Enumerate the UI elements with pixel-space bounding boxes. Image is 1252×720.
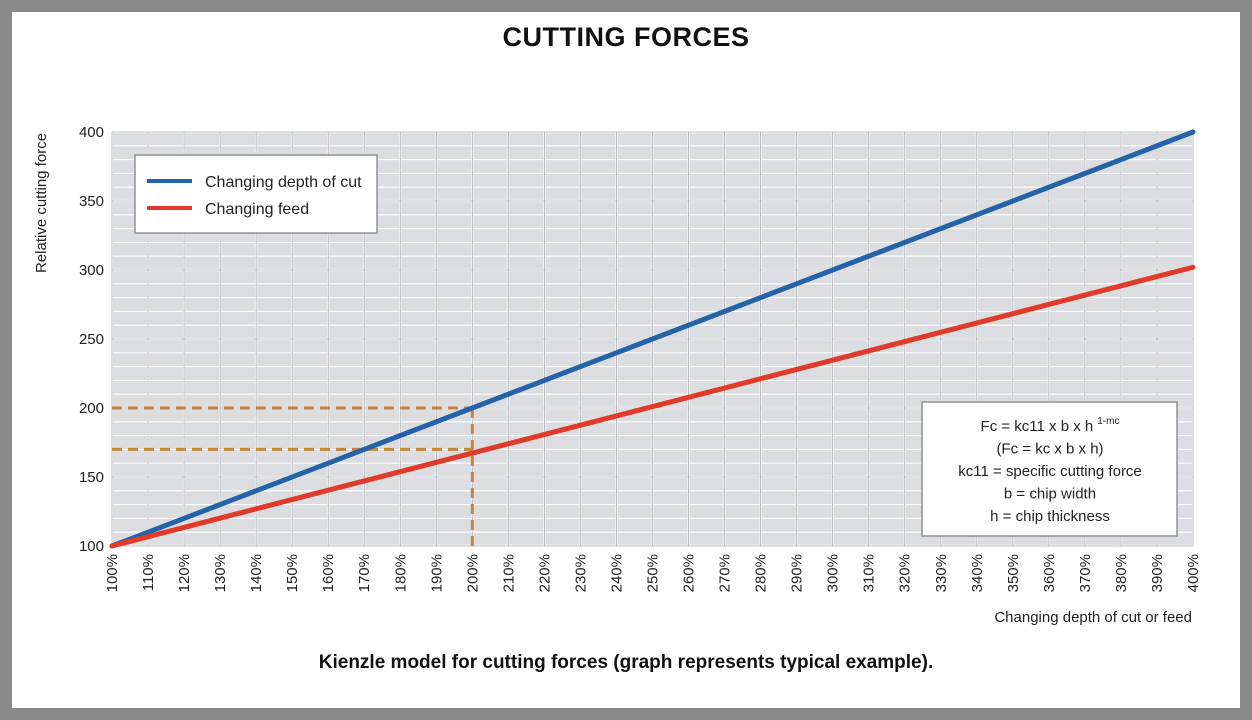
x-tick-label: 210% bbox=[500, 554, 517, 592]
x-tick-label: 400% bbox=[1185, 554, 1202, 592]
x-tick-label: 100% bbox=[104, 554, 121, 592]
x-tick-label: 160% bbox=[320, 554, 337, 592]
x-tick-label: 230% bbox=[572, 554, 589, 592]
y-tick-label: 250 bbox=[79, 331, 104, 348]
x-tick-label: 140% bbox=[248, 554, 265, 592]
y-axis: 100 150 200 250 300 350 400 bbox=[79, 124, 104, 555]
x-tick-label: 180% bbox=[392, 554, 409, 592]
x-tick-label: 200% bbox=[464, 554, 481, 592]
x-tick-label: 350% bbox=[1005, 554, 1022, 592]
x-tick-label: 150% bbox=[284, 554, 301, 592]
x-tick-label: 370% bbox=[1077, 554, 1094, 592]
x-tick-label: 110% bbox=[140, 554, 157, 591]
y-tick-label: 200 bbox=[79, 400, 104, 417]
chart-title: CUTTING FORCES bbox=[502, 22, 750, 52]
legend-label: Changing feed bbox=[205, 201, 309, 218]
x-axis: 100% 110% 120% 130% 140% 150% 160% 170% 180% 190%… bbox=[104, 554, 1202, 592]
x-axis-label: Changing depth of cut or feed bbox=[994, 609, 1192, 626]
x-tick-label: 340% bbox=[969, 554, 986, 592]
series-lines bbox=[109, 129, 1196, 549]
formula-line: (Fc = kc x b x h) bbox=[996, 441, 1103, 458]
reference-lines bbox=[112, 406, 474, 546]
x-tick-label: 290% bbox=[789, 554, 806, 592]
formula-line: b = chip width bbox=[1004, 486, 1096, 503]
x-tick-label: 280% bbox=[753, 554, 770, 592]
legend: Changing depth of cut Changing feed bbox=[134, 154, 378, 234]
x-tick-label: 120% bbox=[176, 554, 193, 592]
x-tick-label: 130% bbox=[212, 554, 229, 592]
x-tick-label: 240% bbox=[608, 554, 625, 592]
x-tick-label: 250% bbox=[645, 554, 662, 592]
series-line-2 bbox=[109, 264, 1196, 549]
y-tick-label: 400 bbox=[79, 124, 104, 141]
formula-line: h = chip thickness bbox=[990, 508, 1110, 525]
y-tick-label: 350 bbox=[79, 193, 104, 210]
chart-caption: Kienzle model for cutting forces (graph … bbox=[318, 652, 934, 673]
x-tick-label: 390% bbox=[1149, 554, 1166, 592]
formula-line: Fc = kc11 x b x h 1-mc bbox=[981, 416, 1120, 435]
formula-box-frame bbox=[921, 401, 1178, 537]
legend-label: Changing depth of cut bbox=[205, 174, 362, 191]
x-tick-label: 270% bbox=[717, 554, 734, 592]
x-tick-label: 190% bbox=[428, 554, 445, 592]
x-tick-label: 320% bbox=[897, 554, 914, 592]
x-tick-label: 380% bbox=[1113, 554, 1130, 592]
y-tick-label: 300 bbox=[79, 262, 104, 279]
x-tick-label: 260% bbox=[681, 554, 698, 592]
x-tick-label: 360% bbox=[1041, 554, 1058, 592]
x-tick-label: 170% bbox=[356, 554, 373, 592]
legend-box bbox=[134, 154, 378, 234]
y-axis-label: Relative cutting force bbox=[33, 133, 50, 273]
formula-box: Fc = kc11 x b x h 1-mc (Fc = kc x b x h) kc… bbox=[921, 401, 1178, 537]
series-line-1 bbox=[109, 129, 1196, 549]
formula-line: kc11 = specific cutting force bbox=[958, 463, 1142, 480]
x-tick-label: 300% bbox=[825, 554, 842, 592]
x-tick-label: 220% bbox=[536, 554, 553, 592]
x-tick-label: 330% bbox=[933, 554, 950, 592]
y-tick-label: 100 bbox=[79, 538, 104, 555]
y-tick-label: 150 bbox=[79, 469, 104, 486]
x-tick-label: 310% bbox=[861, 554, 878, 592]
